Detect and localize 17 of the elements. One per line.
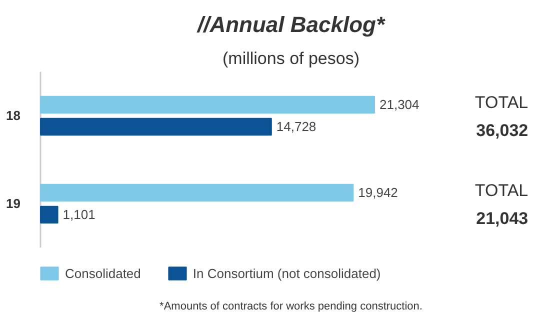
data-label: 1,101 xyxy=(62,207,96,222)
data-label: 19,942 xyxy=(358,185,398,200)
data-label: 21,304 xyxy=(379,97,420,112)
bar xyxy=(40,206,58,224)
bar xyxy=(40,184,354,202)
text: TOTAL 21,043 xyxy=(474,180,528,228)
text: *Amounts of contracts for works pending construction. xyxy=(160,300,422,312)
bar xyxy=(40,96,375,114)
text: TOTAL 36,032 xyxy=(474,93,528,140)
chart-subtitle: (millions of pesos) xyxy=(222,49,360,68)
legend-label: In Consortium (not consolidated) xyxy=(192,266,381,280)
y-tick-label: 18 xyxy=(6,108,21,124)
chart-title: //Annual Backlog* xyxy=(196,12,386,37)
bar xyxy=(40,118,272,136)
data-label: 14,728 xyxy=(276,119,316,134)
y-tick-label: 19 xyxy=(6,196,21,212)
legend-label: Consolidated xyxy=(65,266,141,280)
